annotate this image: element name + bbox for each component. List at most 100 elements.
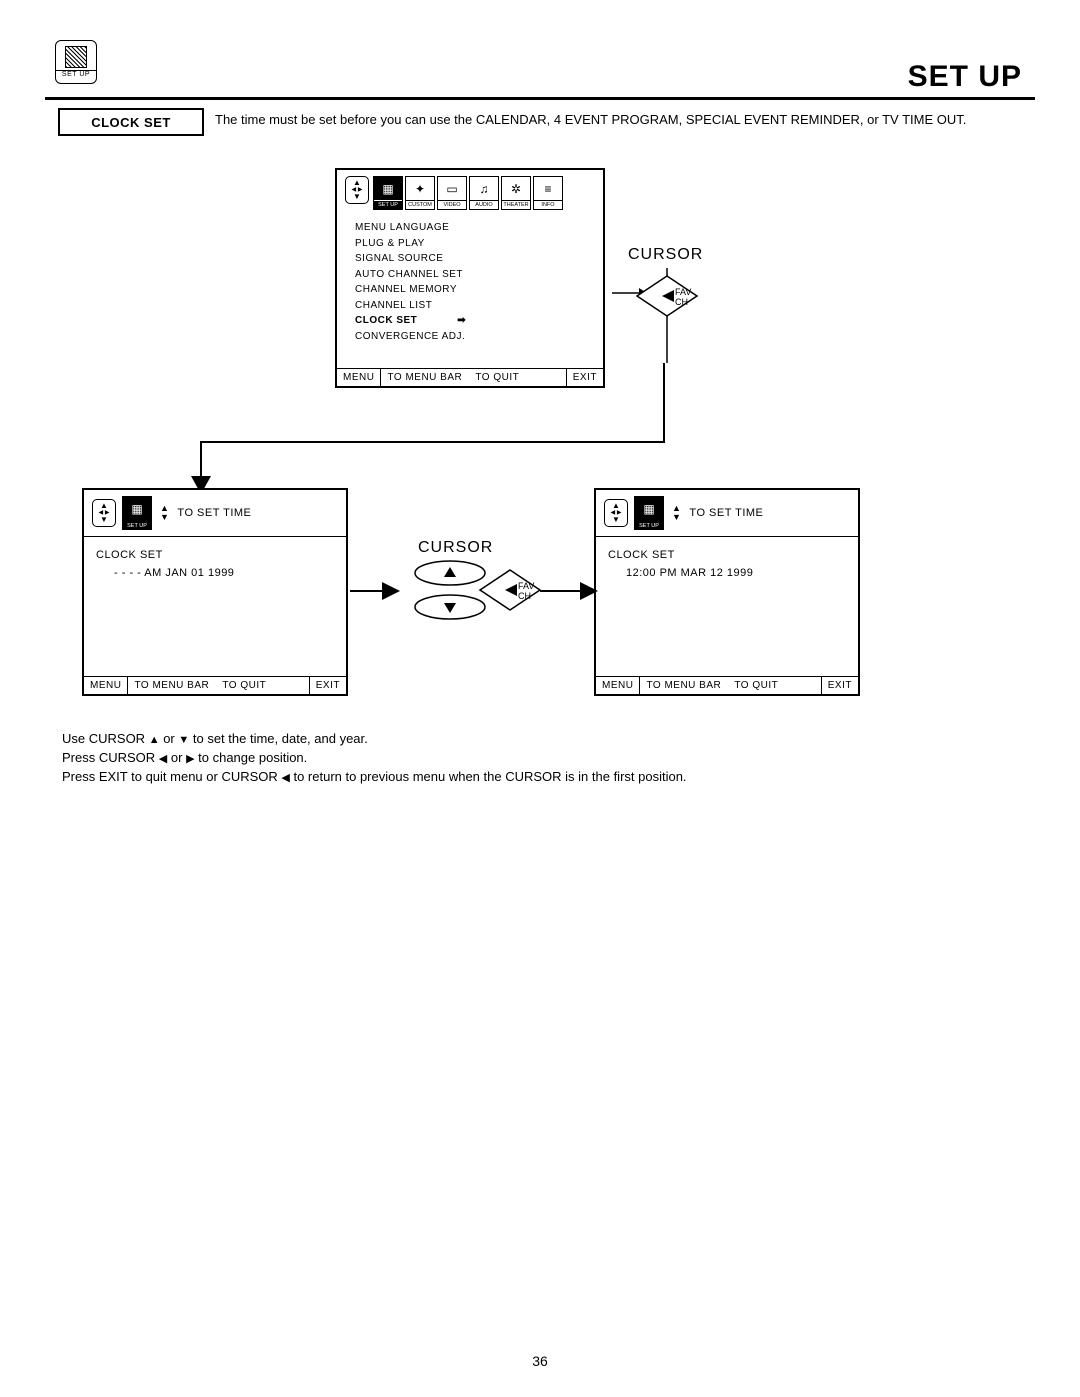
connector-line [200,441,665,443]
footer-menubar: TO MENU BAR TO QUIT [380,369,565,386]
t: Press CURSOR [62,750,159,765]
to-set-time: ▲ ▼ [160,504,169,522]
to-set-time-label: TO SET TIME [689,507,763,519]
tab-label: CUSTOM [406,200,434,209]
footer-menubar: TO MENU BAR TO QUIT [639,677,820,694]
menu-item: CHANNEL MEMORY [355,282,591,298]
clock-set-title: CLOCK SET [608,547,846,565]
menu-item-clockset: CLOCK SET➡ [355,313,591,329]
menu-item: SIGNAL SOURCE [355,251,591,267]
footer-menu: MENU [596,677,639,694]
svg-text:CH: CH [518,591,531,601]
small-body: CLOCK SET - - - - AM JAN 01 1999 [84,537,346,592]
setup-label: SET UP [634,521,664,530]
footer-menu: MENU [337,369,380,386]
footer-menubar-label: TO MENU BAR [387,372,462,383]
audio-tab-icon: ♫ [470,177,498,200]
tab-label: SET UP [374,200,402,209]
tab-label: VIDEO [438,200,466,209]
footer-menubar: TO MENU BAR TO QUIT [127,677,308,694]
header-rule [45,97,1035,100]
menu-item: MENU LANGUAGE [355,220,591,236]
main-menu-panel: ▲◀ ▶▼ ▦ SET UP ✦ CUSTOM ▭ VIDEO ♫ AUDIO … [335,168,605,388]
t: Use CURSOR [62,731,149,746]
setup-tab-small: ▦ SET UP [122,496,152,530]
clock-set-title: CLOCK SET [96,547,334,565]
right-triangle-icon: ▶ [186,754,194,765]
page-number: 36 [0,1353,1080,1369]
t: or [160,731,179,746]
nav-arrows-icon: ▲◀ ▶▼ [345,176,369,204]
left-triangle-icon: ◀ [159,754,167,765]
page-title: SET UP [908,60,1022,94]
tab-row: ▲◀ ▶▼ ▦ SET UP ✦ CUSTOM ▭ VIDEO ♫ AUDIO … [337,170,603,214]
to-set-time-label: TO SET TIME [177,507,251,519]
arrow-right-icon [580,582,598,605]
clock-set-value: 12:00 PM MAR 12 1999 [608,565,846,583]
t: to return to previous menu when the CURS… [290,769,687,784]
panel-footer: MENU TO MENU BAR TO QUIT EXIT [337,368,603,386]
tab-label: INFO [534,200,562,209]
instruction-line-1: Use CURSOR ▲ or ▼ to set the time, date,… [62,730,1020,749]
instructions: Use CURSOR ▲ or ▼ to set the time, date,… [62,730,1020,787]
menu-list: MENU LANGUAGE PLUG & PLAY SIGNAL SOURCE … [337,214,603,348]
left-triangle-icon: ◀ [281,773,289,784]
setup-icon-glyph [65,46,87,68]
tab-audio: ♫ AUDIO [469,176,499,210]
tab-video: ▭ VIDEO [437,176,467,210]
setup-icon: ▦ [634,496,664,521]
fav-text: FAV [675,287,691,297]
t: to change position. [195,750,308,765]
setup-tab-small: ▦ SET UP [634,496,664,530]
cursor-widget-mid: FAV CH [395,555,555,635]
setup-label: SET UP [122,521,152,530]
menu-item-label: CLOCK SET [355,315,417,326]
down-arrow-icon: ▼ [160,513,169,522]
clock-set-heading: CLOCK SET [58,108,204,136]
footer-exit: EXIT [309,677,346,694]
tab-label: THEATER [502,200,530,209]
l: TO MENU BAR [646,680,721,691]
footer-menu: MENU [84,677,127,694]
menu-item: PLUG & PLAY [355,236,591,252]
t: to set the time, date, and year. [189,731,368,746]
menu-item: CONVERGENCE ADJ. [355,329,591,345]
small-body: CLOCK SET 12:00 PM MAR 12 1999 [596,537,858,592]
panel-footer: MENU TO MENU BAR TO QUIT EXIT [84,676,346,694]
tab-info: ≡ INFO [533,176,563,210]
to-set-time: ▲ ▼ [672,504,681,522]
connector-line [663,363,665,443]
video-tab-icon: ▭ [438,177,466,200]
info-tab-icon: ≡ [534,177,562,200]
l: TO QUIT [734,680,778,691]
tab-setup: ▦ SET UP [373,176,403,210]
l: TO MENU BAR [134,680,209,691]
l: TO QUIT [222,680,266,691]
arrow-right-icon [382,582,400,605]
t: or [167,750,186,765]
footer-exit: EXIT [566,369,603,386]
cursor-label-top: CURSOR [628,246,703,264]
menu-item: CHANNEL LIST [355,298,591,314]
tab-custom: ✦ CUSTOM [405,176,435,210]
footer-exit: EXIT [821,677,858,694]
small-header-row: ▲◀ ▶▼ ▦ SET UP ▲ ▼ TO SET TIME [84,490,346,534]
instruction-line-3: Press EXIT to quit menu or CURSOR ◀ to r… [62,768,1020,787]
tab-theater: ✲ THEATER [501,176,531,210]
tab-label: AUDIO [470,200,498,209]
clock-set-value: - - - - AM JAN 01 1999 [96,565,334,583]
setup-tab-icon: ▦ [374,177,402,200]
custom-tab-icon: ✦ [406,177,434,200]
up-triangle-icon: ▲ [149,735,160,746]
panel-footer: MENU TO MENU BAR TO QUIT EXIT [596,676,858,694]
clock-set-panel-before: ▲◀ ▶▼ ▦ SET UP ▲ ▼ TO SET TIME CLOCK SET… [82,488,348,696]
menu-item: AUTO CHANNEL SET [355,267,591,283]
down-arrow-icon: ▼ [672,513,681,522]
t: Press EXIT to quit menu or CURSOR [62,769,281,784]
cursor-widget-top: FAV CH [612,268,712,368]
setup-icon-label: SET UP [56,70,96,78]
instruction-line-2: Press CURSOR ◀ or ▶ to change position. [62,749,1020,768]
intro-text: The time must be set before you can use … [215,111,1020,129]
nav-arrows-icon: ▲◀ ▶▼ [604,499,628,527]
footer-toquit-label: TO QUIT [475,372,519,383]
